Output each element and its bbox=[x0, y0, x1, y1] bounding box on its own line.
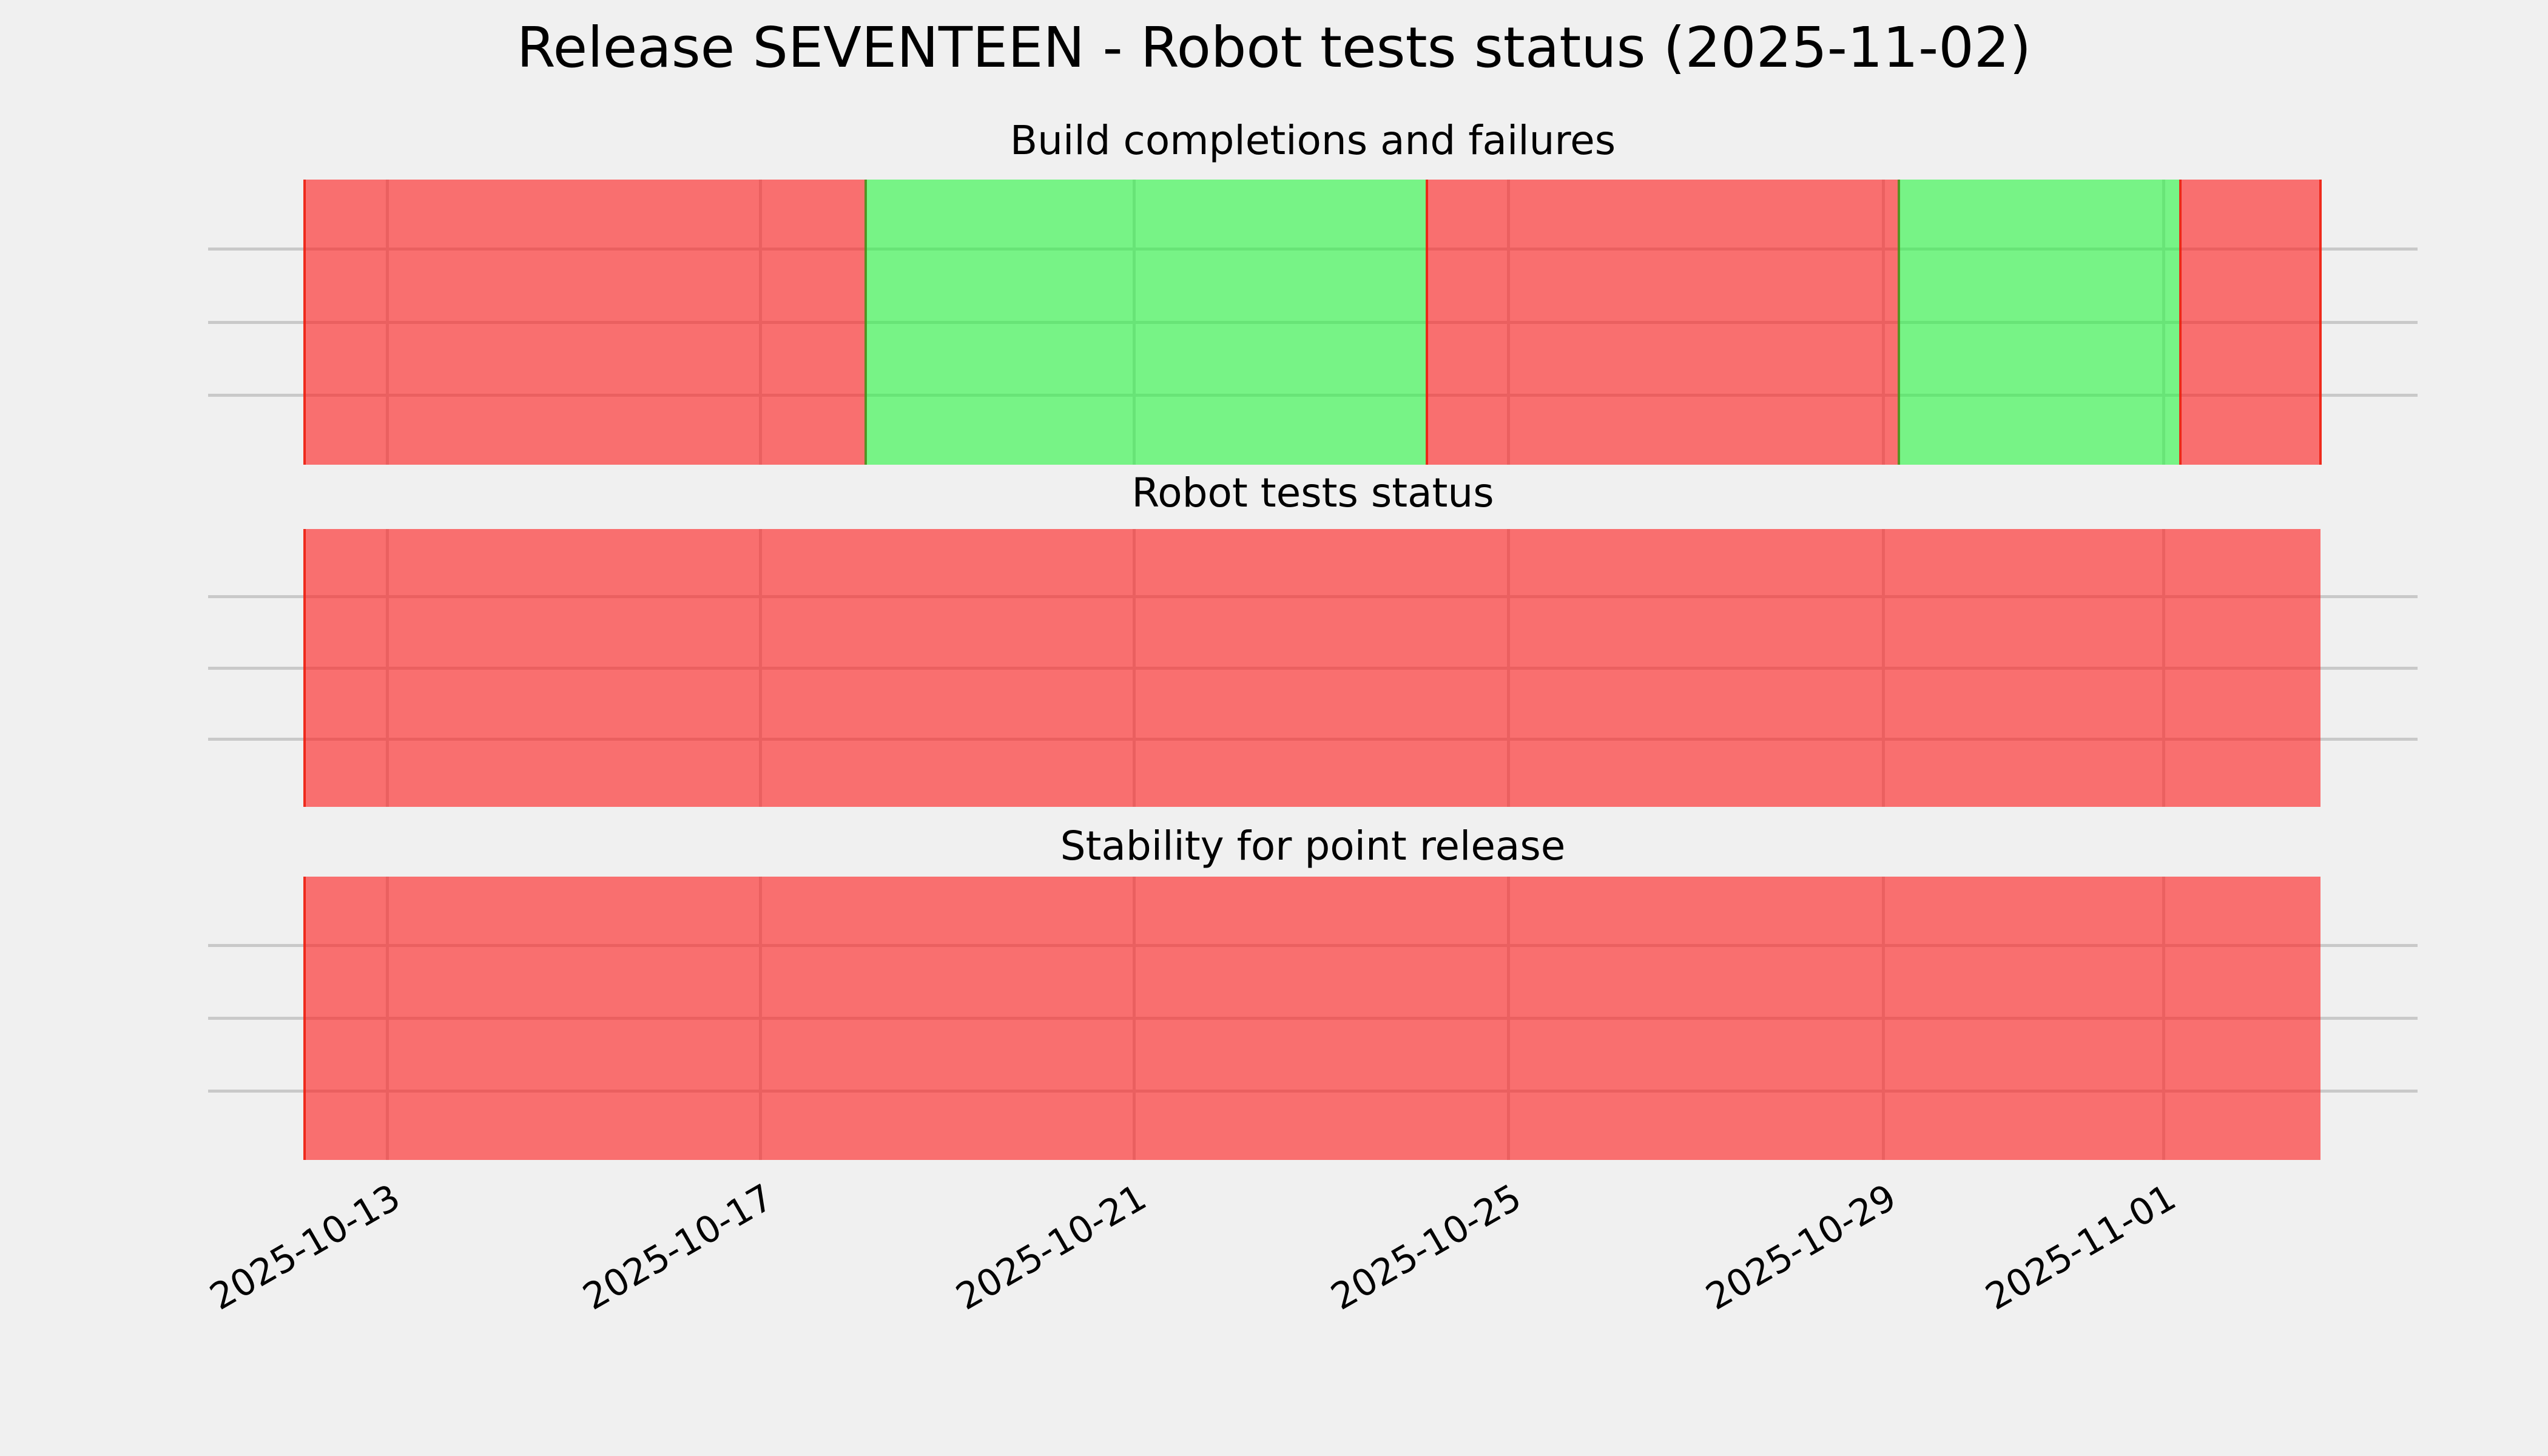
segment-boundary-seam bbox=[1425, 180, 1428, 465]
panel-title-build-completions: Build completions and failures bbox=[1009, 117, 1616, 164]
segment-boundary-seam bbox=[2179, 180, 2182, 465]
status-segment-failing bbox=[2180, 180, 2320, 465]
x-tick-label: 2025-10-21 bbox=[949, 1176, 1154, 1319]
status-segment-failing bbox=[305, 529, 2320, 807]
segment-boundary-seam bbox=[1897, 180, 1900, 465]
status-segment-passing bbox=[1898, 180, 2181, 465]
status-bar-strip bbox=[303, 180, 2322, 465]
segment-boundary-seam bbox=[303, 877, 306, 1160]
axes-stability bbox=[208, 877, 2418, 1160]
panel-title-robot-tests: Robot tests status bbox=[1131, 470, 1494, 516]
segment-boundary-seam bbox=[2319, 180, 2322, 465]
x-tick-label: 2025-10-17 bbox=[576, 1176, 781, 1319]
segment-boundary-seam bbox=[864, 180, 868, 465]
status-segment-failing bbox=[305, 180, 866, 465]
status-segment-failing bbox=[1426, 180, 1899, 465]
axes-build-completions bbox=[208, 180, 2418, 465]
status-bar-strip bbox=[303, 529, 2320, 807]
x-tick-label: 2025-11-01 bbox=[1978, 1176, 2183, 1319]
status-bar-strip bbox=[303, 877, 2320, 1160]
x-tick-label: 2025-10-29 bbox=[1699, 1176, 1904, 1319]
x-tick-label: 2025-10-25 bbox=[1324, 1176, 1529, 1319]
status-segment-passing bbox=[866, 180, 1427, 465]
panel-title-stability: Stability for point release bbox=[1060, 823, 1566, 869]
x-tick-label: 2025-10-13 bbox=[203, 1176, 408, 1319]
segment-boundary-seam bbox=[303, 529, 306, 807]
figure-title: Release SEVENTEEN - Robot tests status (… bbox=[516, 15, 2032, 80]
status-segment-failing bbox=[305, 877, 2320, 1160]
segment-boundary-seam bbox=[303, 180, 306, 465]
axes-robot-tests bbox=[208, 529, 2418, 807]
